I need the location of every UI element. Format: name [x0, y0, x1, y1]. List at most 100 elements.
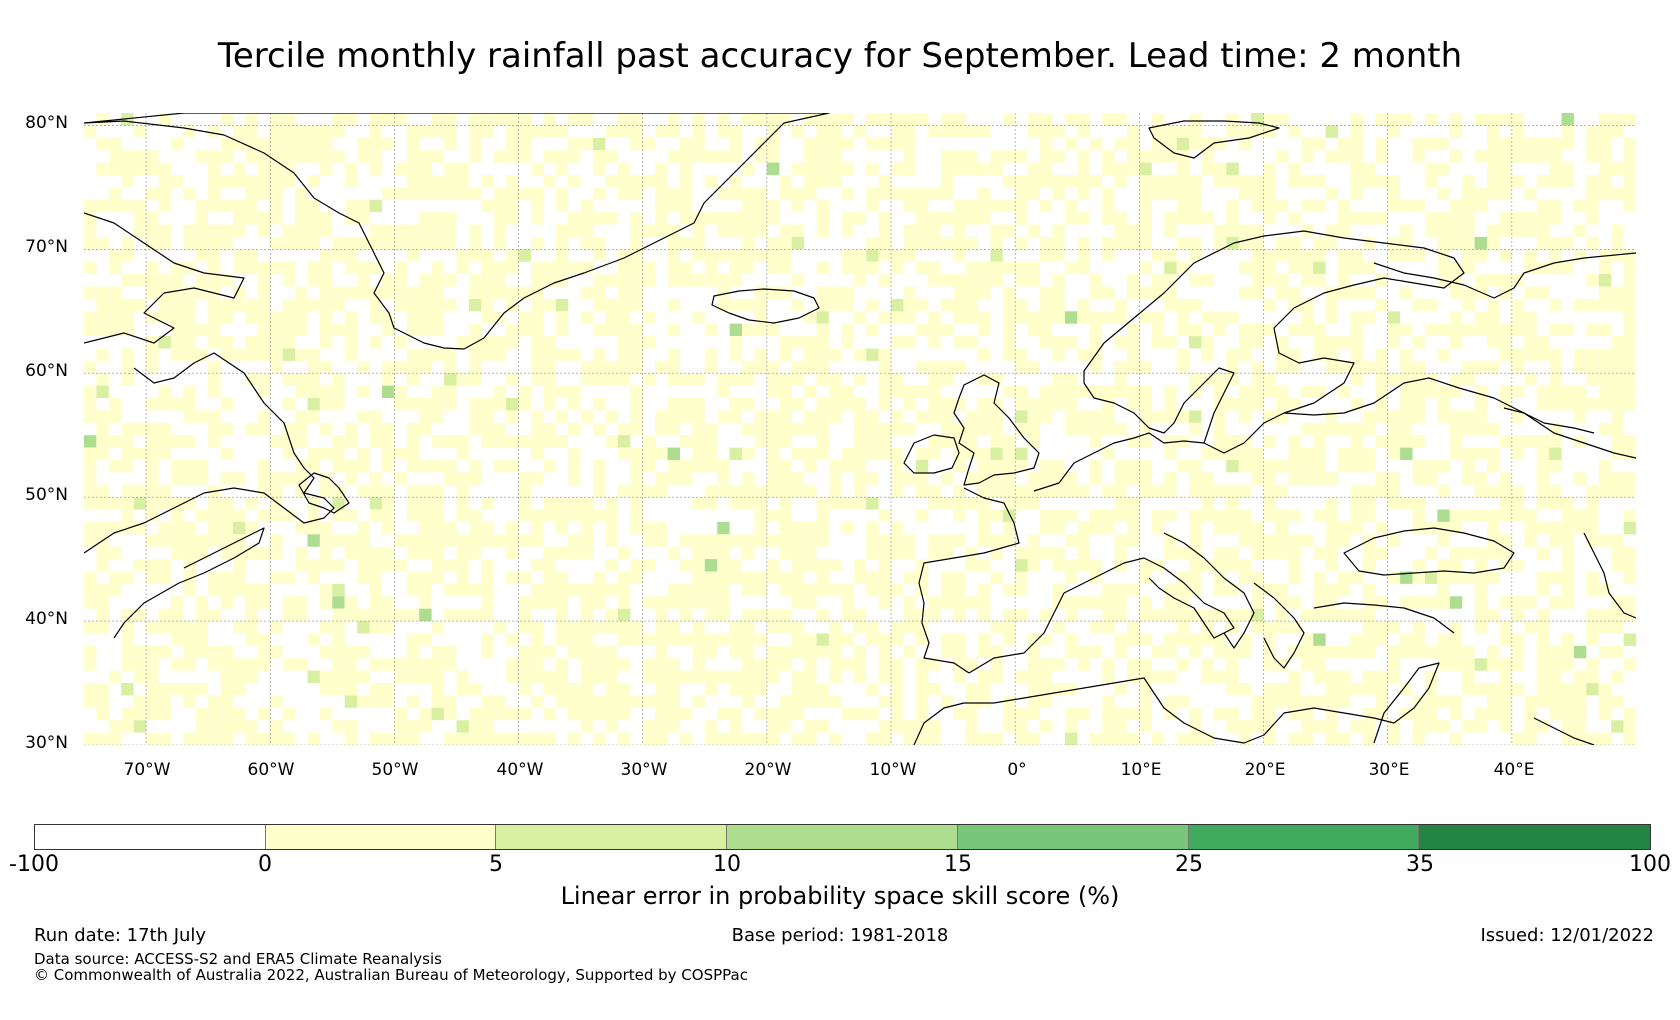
- skill-cell: [419, 162, 432, 175]
- skill-cell: [1151, 274, 1165, 287]
- skill-cell: [468, 298, 482, 312]
- skill-cell: [1611, 373, 1624, 386]
- skill-cell: [1462, 571, 1475, 584]
- skill-cell: [1561, 261, 1574, 275]
- skill-cell: [468, 274, 482, 287]
- skill-cell: [1338, 286, 1351, 299]
- skill-cell: [1375, 410, 1388, 423]
- skill-cell: [1213, 707, 1227, 721]
- skill-score-map[interactable]: [84, 113, 1636, 745]
- skill-cell: [667, 398, 680, 411]
- skill-cell: [158, 187, 171, 200]
- skill-cell: [816, 137, 829, 151]
- skill-cell: [394, 670, 407, 683]
- skill-cell: [853, 621, 867, 634]
- skill-cell: [1350, 608, 1363, 622]
- skill-cell: [146, 435, 159, 448]
- skill-cell: [816, 348, 829, 361]
- skill-cell: [593, 571, 606, 584]
- skill-cell: [903, 249, 916, 262]
- skill-cell: [580, 360, 593, 374]
- skill-cell: [1449, 447, 1463, 460]
- skill-cell: [1064, 534, 1078, 547]
- skill-cell: [531, 212, 544, 225]
- skill-cell: [605, 695, 618, 708]
- skill-cell: [531, 472, 544, 485]
- skill-cell: [555, 546, 569, 560]
- skill-cell: [1251, 187, 1264, 200]
- skill-cell: [84, 447, 97, 460]
- skill-cell: [940, 150, 954, 163]
- skill-cell: [1499, 162, 1512, 175]
- skill-cell: [1561, 559, 1574, 572]
- skill-cell: [444, 236, 457, 250]
- skill-cell: [220, 224, 233, 237]
- skill-cell: [655, 534, 668, 547]
- skill-cell: [1015, 410, 1028, 423]
- skill-cell: [1077, 410, 1090, 423]
- skill-cell: [1114, 360, 1127, 374]
- skill-cell: [667, 298, 680, 312]
- skill-cell: [518, 670, 531, 683]
- skill-cell: [593, 249, 606, 262]
- skill-cell: [270, 187, 283, 200]
- skill-cell: [1573, 695, 1587, 708]
- skill-cell: [1213, 162, 1227, 175]
- skill-cell: [257, 509, 271, 522]
- skill-cell: [965, 695, 978, 708]
- skill-cell: [245, 298, 258, 312]
- skill-cell: [555, 125, 569, 138]
- skill-cell: [1015, 732, 1028, 745]
- skill-cell: [1040, 633, 1053, 646]
- skill-cell: [543, 596, 556, 609]
- skill-cell: [1350, 286, 1363, 299]
- skill-cell: [319, 137, 333, 151]
- skill-cell: [891, 261, 904, 275]
- skill-cell: [829, 286, 842, 299]
- skill-cell: [593, 274, 606, 287]
- coast-ural: [1503, 407, 1595, 434]
- skill-cell: [642, 596, 656, 609]
- skill-cell: [791, 559, 805, 572]
- skill-cell: [667, 348, 680, 361]
- skill-cell: [791, 633, 805, 646]
- skill-cell: [978, 348, 991, 361]
- skill-cell: [779, 422, 792, 436]
- skill-cell: [617, 323, 631, 337]
- skill-cell: [1325, 683, 1338, 696]
- skill-cell: [208, 534, 221, 547]
- skill-cell: [1263, 175, 1276, 188]
- skill-cell: [791, 596, 805, 609]
- skill-cell: [444, 212, 457, 225]
- skill-cell: [1126, 150, 1140, 163]
- skill-cell: [555, 410, 569, 423]
- skill-cell: [978, 187, 991, 200]
- skill-cell: [1238, 608, 1252, 622]
- skill-cell: [1611, 398, 1624, 411]
- skill-cell: [1511, 348, 1525, 361]
- skill-cell: [704, 150, 718, 163]
- skill-cell: [754, 113, 767, 126]
- skill-cell: [990, 571, 1003, 584]
- skill-cell: [282, 125, 296, 138]
- skill-cell: [1226, 460, 1239, 473]
- skill-cell: [953, 484, 966, 498]
- skill-cell: [779, 497, 792, 510]
- skill-cell: [468, 348, 482, 361]
- skill-cell: [729, 534, 742, 547]
- skill-cell: [158, 162, 171, 175]
- skill-cell: [593, 670, 606, 683]
- skill-cell: [555, 670, 569, 683]
- skill-cell: [829, 658, 842, 671]
- skill-cell: [1511, 484, 1525, 498]
- skill-cell: [1412, 559, 1425, 572]
- skill-cell: [444, 732, 457, 745]
- skill-cell: [382, 559, 395, 572]
- skill-cell: [1114, 113, 1127, 126]
- skill-cell: [319, 534, 333, 547]
- skill-cell: [1400, 385, 1413, 398]
- map-panel[interactable]: [84, 113, 1636, 745]
- skill-cell: [84, 497, 97, 510]
- skill-cell: [1201, 633, 1214, 646]
- skill-cell: [493, 113, 507, 126]
